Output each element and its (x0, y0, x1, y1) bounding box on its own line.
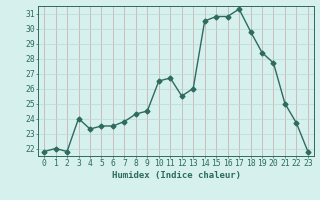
X-axis label: Humidex (Indice chaleur): Humidex (Indice chaleur) (111, 171, 241, 180)
